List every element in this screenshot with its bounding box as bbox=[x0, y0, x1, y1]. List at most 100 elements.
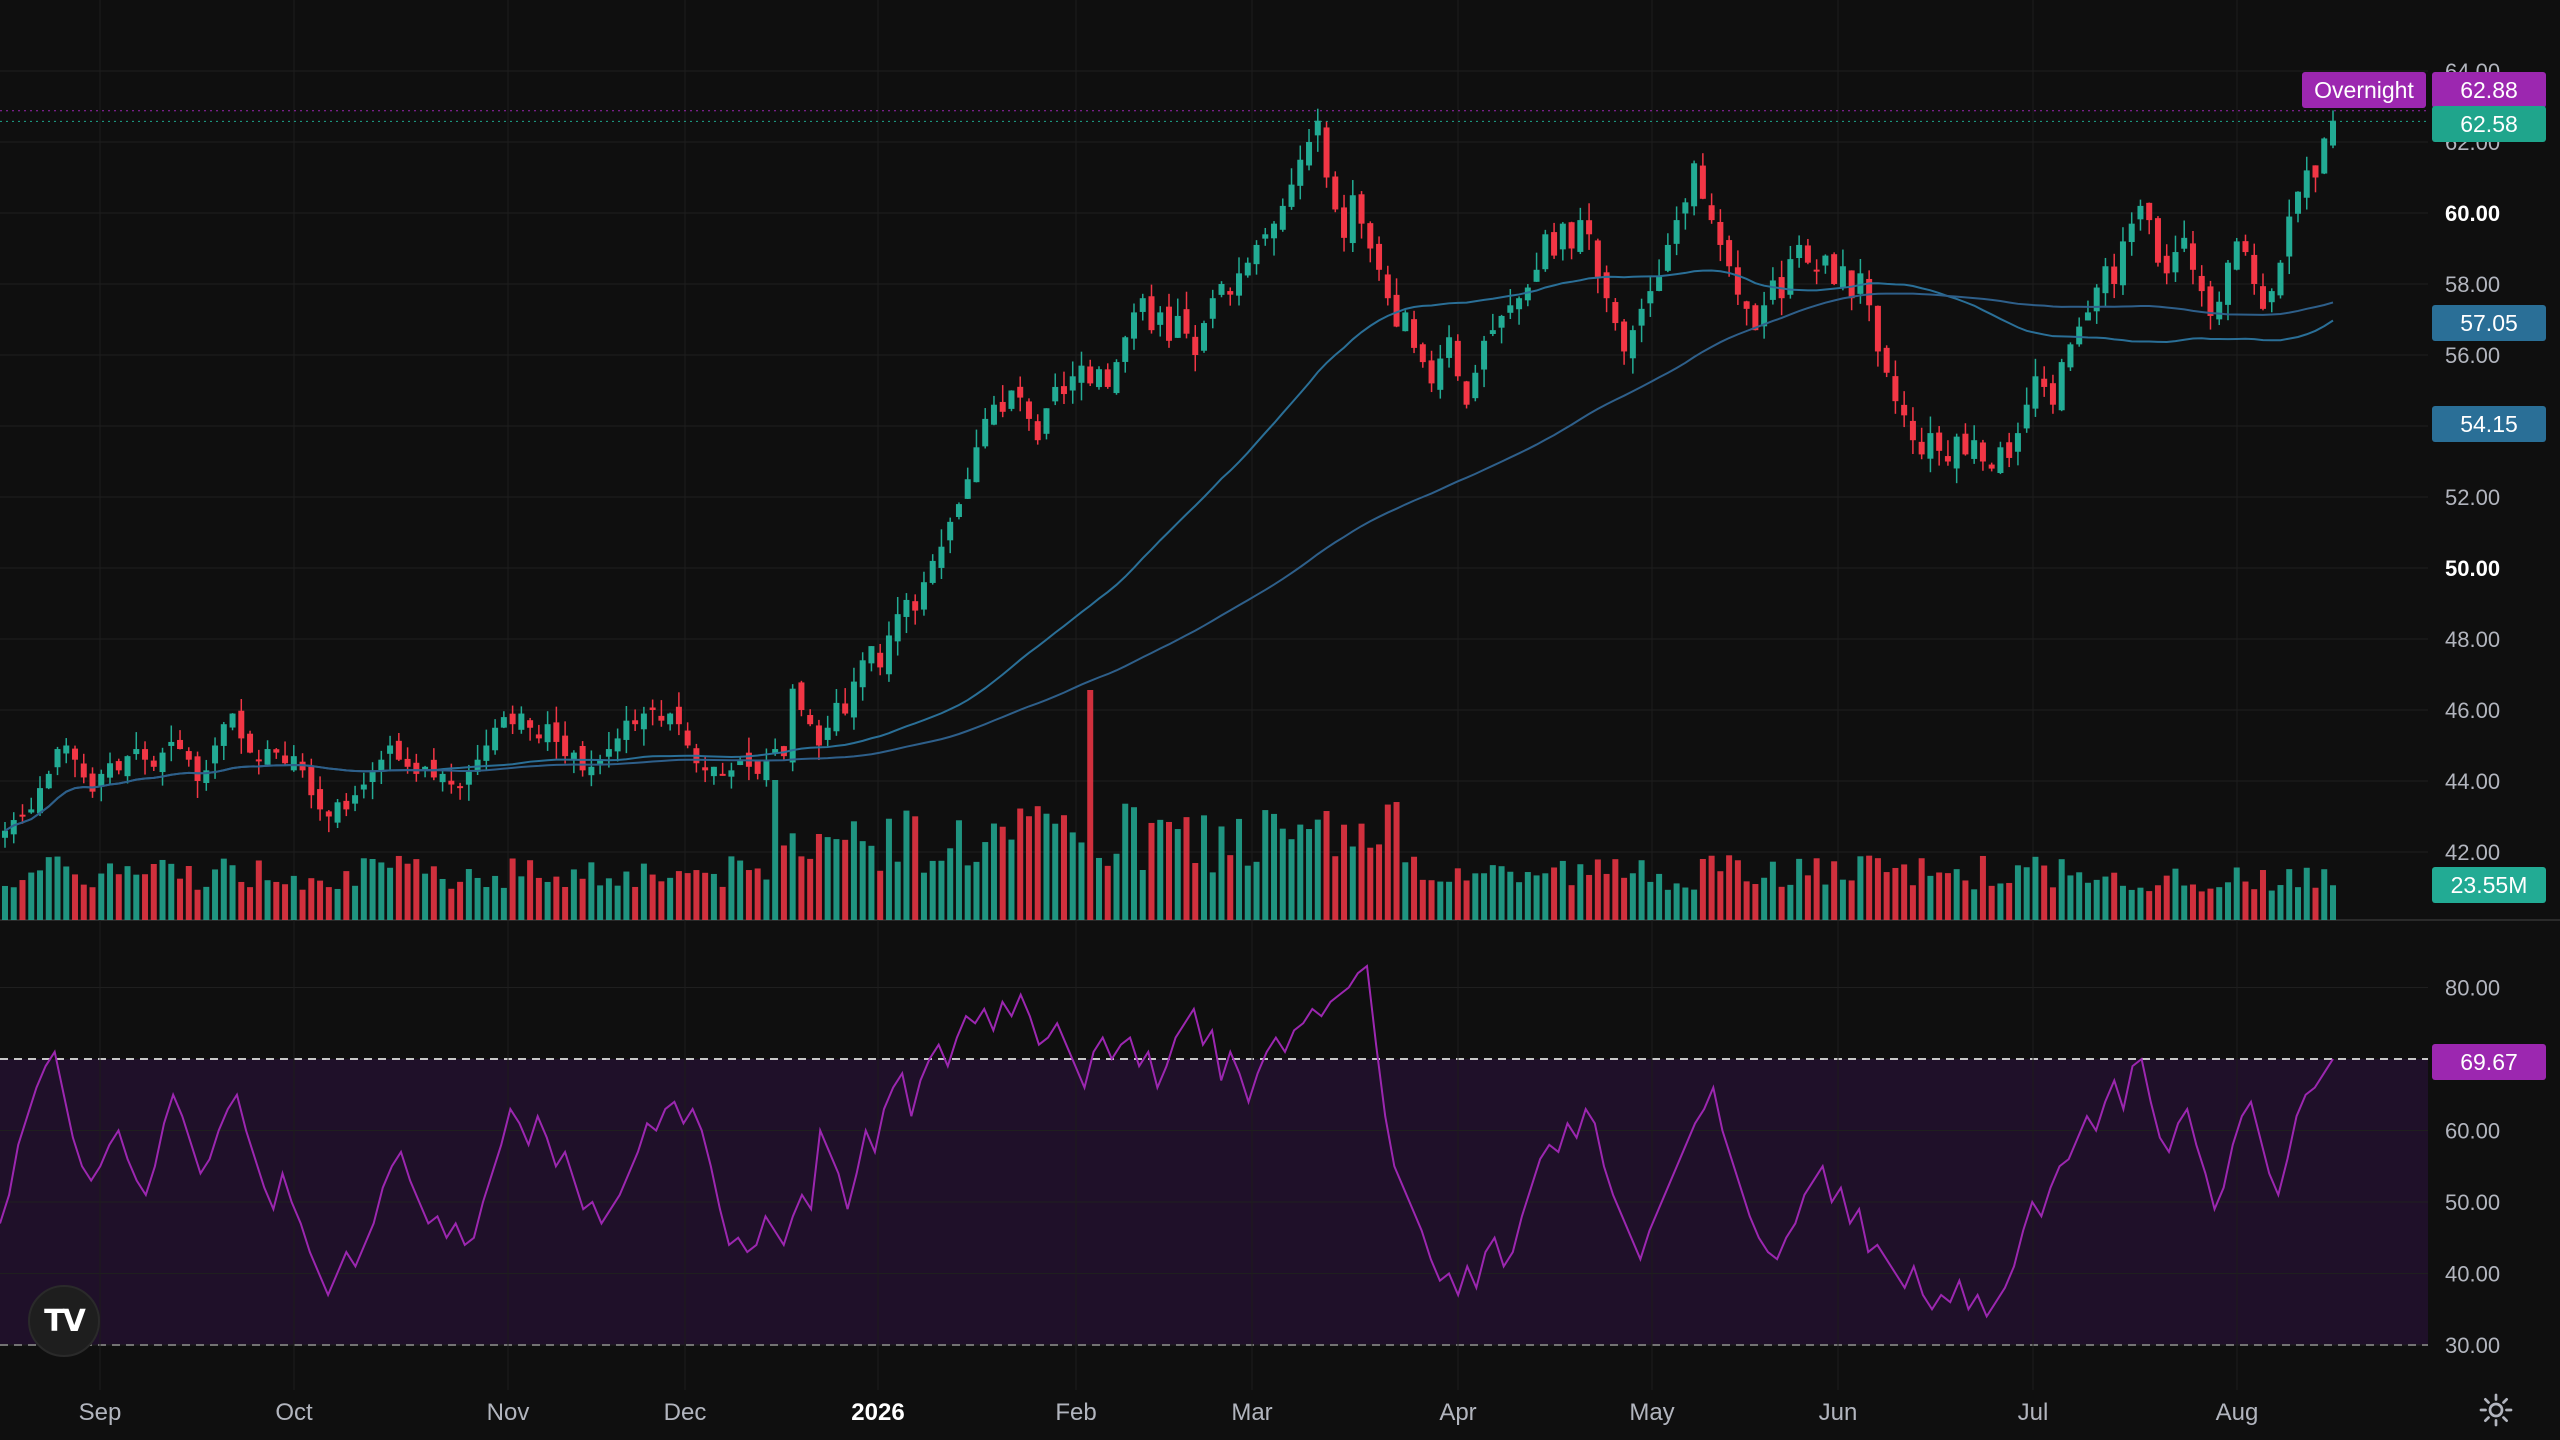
volume-bar bbox=[1306, 829, 1313, 920]
candle-body bbox=[439, 773, 446, 783]
candle-body bbox=[1148, 296, 1155, 331]
candle-body bbox=[115, 761, 122, 771]
candle-body bbox=[220, 724, 227, 746]
volume-bar bbox=[702, 872, 709, 920]
volume-bar bbox=[868, 845, 875, 920]
volume-bar bbox=[483, 887, 490, 920]
candle-body bbox=[10, 820, 17, 835]
time-axis-label: 2026 bbox=[851, 1399, 904, 1426]
candle-body bbox=[1769, 280, 1776, 300]
volume-bar bbox=[98, 873, 105, 920]
volume-bar bbox=[325, 887, 332, 920]
volume-bar bbox=[1551, 867, 1558, 920]
candle-body bbox=[1752, 305, 1759, 331]
last-price-badge-bg bbox=[2432, 106, 2546, 142]
volume-bar bbox=[369, 858, 376, 920]
candle-body bbox=[789, 688, 796, 763]
volume-bar bbox=[1262, 810, 1269, 920]
volume-bar bbox=[1428, 880, 1435, 920]
candle-body bbox=[255, 759, 262, 762]
volume-bar bbox=[247, 887, 254, 920]
volume-bar bbox=[1069, 832, 1076, 920]
candle-body bbox=[763, 759, 770, 781]
volume-bar bbox=[544, 881, 551, 920]
volume-bar bbox=[2207, 888, 2214, 920]
candle-body bbox=[465, 770, 472, 785]
candle-body bbox=[868, 646, 875, 664]
volume-bar bbox=[238, 881, 245, 920]
volume-bar bbox=[2146, 891, 2153, 920]
volume-bar bbox=[693, 870, 700, 920]
candle-body bbox=[2102, 266, 2109, 294]
volume-bar bbox=[553, 876, 560, 920]
candle-body bbox=[938, 546, 945, 568]
candle-body bbox=[1927, 433, 1934, 459]
candle-body bbox=[1262, 234, 1269, 239]
rsi-last-badge-bg bbox=[2432, 1044, 2546, 1080]
volume-bar bbox=[745, 870, 752, 920]
volume-bar bbox=[2294, 887, 2301, 920]
volume-bar bbox=[929, 860, 936, 920]
volume-bar bbox=[1787, 884, 1794, 920]
candle-body bbox=[1402, 312, 1409, 332]
candle-body bbox=[185, 751, 192, 760]
overnight-price-badge-bg bbox=[2432, 72, 2546, 108]
volume-bar bbox=[1201, 815, 1208, 920]
candle-body bbox=[395, 740, 402, 760]
candle-body bbox=[1962, 433, 1969, 455]
candle-body bbox=[2251, 254, 2258, 284]
volume-bar bbox=[1586, 874, 1593, 920]
volume-bar bbox=[754, 868, 761, 920]
candle-body bbox=[1139, 298, 1146, 312]
candle-body bbox=[72, 748, 79, 760]
candle-body bbox=[527, 720, 534, 728]
volume-bar bbox=[1988, 885, 1995, 920]
volume-bar bbox=[1971, 889, 1978, 920]
candle-body bbox=[2023, 404, 2030, 429]
candle-body bbox=[675, 706, 682, 725]
candle-body bbox=[903, 599, 910, 617]
volume-bar bbox=[2189, 884, 2196, 920]
tradingview-logo-icon[interactable]: TV bbox=[28, 1285, 100, 1357]
candle-body bbox=[649, 707, 656, 710]
candle-body bbox=[1551, 232, 1558, 256]
volume-bar bbox=[1402, 862, 1409, 920]
volume-bar bbox=[1130, 807, 1137, 920]
candle-body bbox=[1533, 269, 1540, 282]
candle-body bbox=[640, 713, 647, 730]
candle-body bbox=[317, 789, 324, 810]
volume-bar bbox=[439, 878, 446, 920]
volume-bar bbox=[1218, 826, 1225, 920]
candle-body bbox=[623, 720, 630, 740]
volume-bar bbox=[1174, 829, 1181, 920]
volume-bar bbox=[115, 874, 122, 920]
candle-body bbox=[1691, 163, 1698, 207]
candle-body bbox=[1104, 369, 1111, 387]
volume-bar bbox=[255, 860, 262, 920]
candle-body bbox=[929, 560, 936, 583]
candle-body bbox=[1201, 323, 1208, 351]
volume-bar bbox=[19, 880, 26, 920]
candle-body bbox=[842, 703, 849, 714]
volume-bar bbox=[1358, 823, 1365, 920]
volume-bar bbox=[1524, 872, 1531, 920]
volume-bar bbox=[1892, 867, 1899, 920]
candle-body bbox=[168, 741, 175, 746]
volume-bar bbox=[133, 874, 140, 920]
candle-body bbox=[2146, 202, 2153, 221]
volume-bar bbox=[413, 859, 420, 920]
volume-bar bbox=[282, 884, 289, 920]
candle-body bbox=[1568, 222, 1575, 249]
volume-bar bbox=[474, 877, 481, 920]
volume-bar bbox=[649, 874, 656, 920]
settings-gear-icon[interactable] bbox=[2478, 1392, 2514, 1428]
candle-body bbox=[702, 767, 709, 771]
candle-body bbox=[1883, 347, 1890, 373]
volume-bar bbox=[1253, 861, 1260, 920]
volume-bar bbox=[1087, 690, 1094, 920]
candle-body bbox=[2058, 362, 2065, 411]
candle-body bbox=[19, 814, 26, 817]
volume-bar bbox=[1901, 864, 1908, 920]
candle-body bbox=[1428, 360, 1435, 384]
